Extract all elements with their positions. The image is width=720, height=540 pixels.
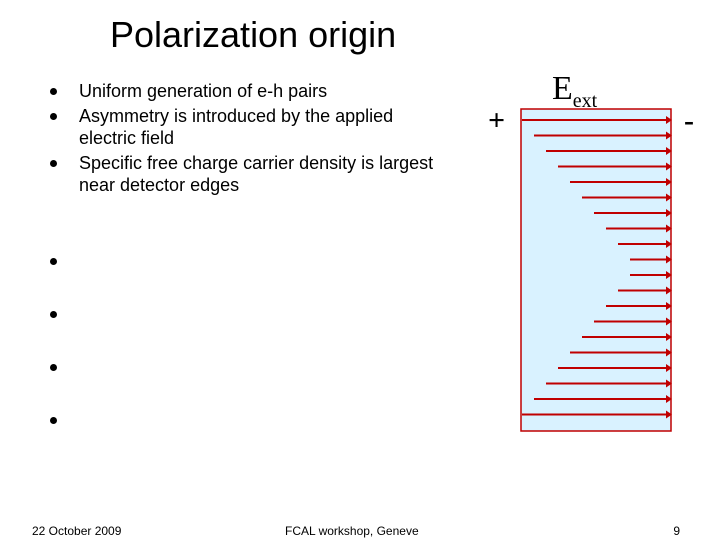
bullet-dot-icon — [50, 364, 57, 371]
bullet-item: Specific free charge carrier density is … — [50, 152, 450, 197]
plus-label: + — [488, 104, 505, 138]
bullet-dot-icon — [50, 113, 57, 120]
bullet-dot-icon — [50, 160, 57, 167]
footer-page-number: 9 — [673, 524, 680, 538]
empty-bullets — [50, 250, 79, 470]
slide-title: Polarization origin — [110, 14, 396, 56]
bullet-dot-icon — [50, 311, 57, 318]
e-symbol: E — [552, 70, 573, 107]
bullet-text: Specific free charge carrier density is … — [79, 152, 450, 197]
minus-label: - — [684, 104, 694, 138]
bullet-item: Asymmetry is introduced by the applied e… — [50, 105, 450, 150]
bullet-text: Uniform generation of e-h pairs — [79, 80, 327, 103]
polarization-diagram — [520, 108, 676, 434]
e-ext-label: Eext — [552, 70, 597, 113]
bullet-item: Uniform generation of e-h pairs — [50, 80, 450, 103]
bullet-text: Asymmetry is introduced by the applied e… — [79, 105, 450, 150]
footer-date: 22 October 2009 — [32, 524, 121, 538]
bullet-list: Uniform generation of e-h pairs Asymmetr… — [50, 80, 450, 199]
footer-center: FCAL workshop, Geneve — [285, 524, 419, 538]
bullet-dot-icon — [50, 88, 57, 95]
bullet-dot-icon — [50, 417, 57, 424]
slide: Polarization origin Uniform generation o… — [0, 0, 720, 540]
bullet-dot-icon — [50, 258, 57, 265]
